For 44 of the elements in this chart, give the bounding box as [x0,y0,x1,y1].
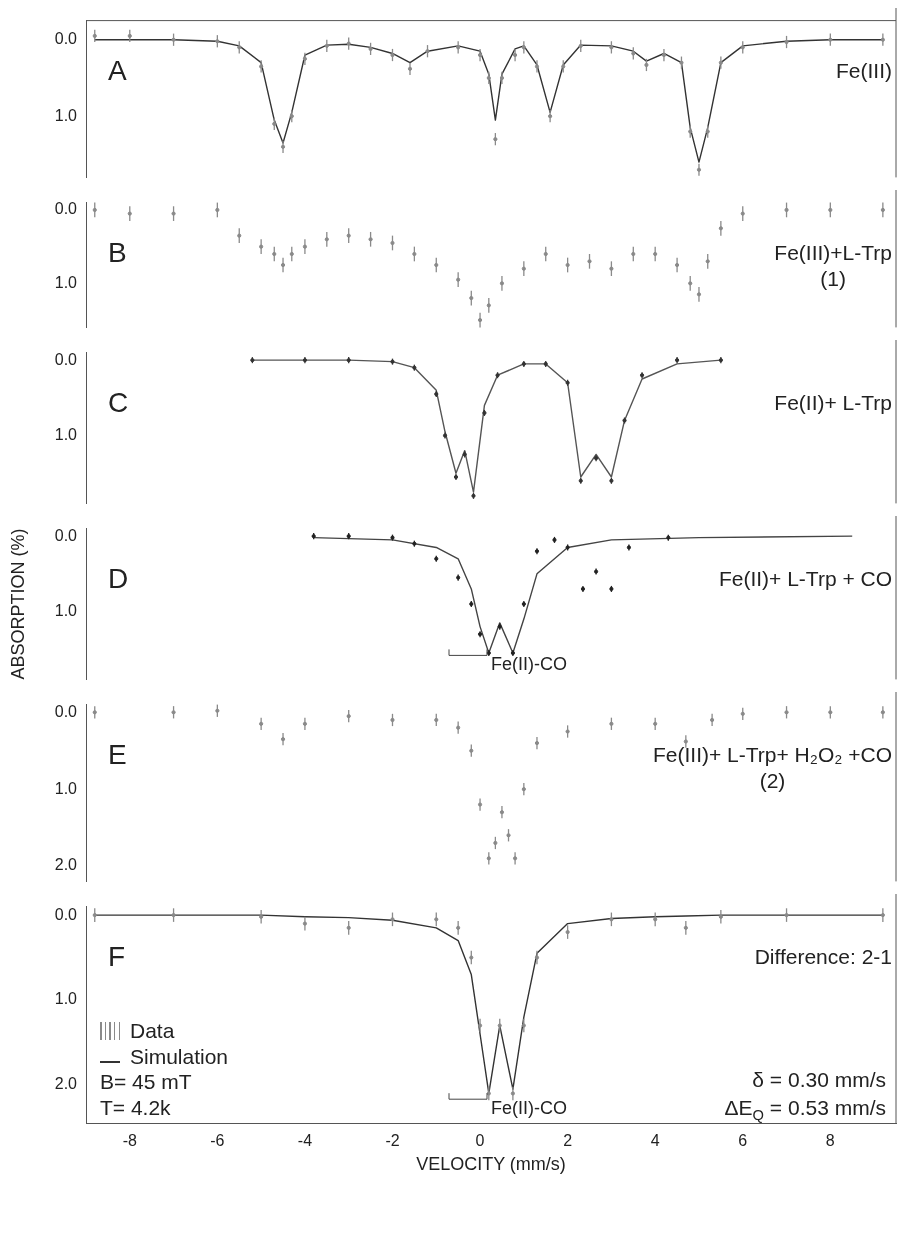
annotation: Fe(III)+ L-Trp+ H₂O₂ +CO (2) [653,743,893,793]
y-tick-label: 0.0 [54,702,78,720]
x-tick-label: 6 [738,1132,748,1150]
y-tick-label: 1.0 [54,425,78,443]
y-tick-label: 1.0 [54,990,78,1008]
annotation: δ = 0.30 mm/s [752,1068,887,1091]
annotation: B= 45 mT [100,1070,192,1093]
x-axis-title: VELOCITY (mm/s) [416,1154,566,1175]
x-tick-label: 2 [563,1132,573,1150]
annotation: Fe(II)+ L-Trp [774,391,892,415]
annotation: Fe(II)-CO [491,654,567,675]
y-tick-label: 1.0 [54,273,78,291]
y-tick-label: 0.0 [54,30,78,48]
y-tick-label: 2.0 [54,856,78,874]
annotation: Fe(II)+ L-Trp + CO [718,567,893,591]
y-tick-label: 1.0 [54,779,78,797]
x-tick-label: -8 [122,1132,137,1150]
x-tick-label: -6 [210,1132,225,1150]
annotation: E [108,739,127,771]
legend-label: Data [130,1018,175,1045]
annotation: C [108,387,129,419]
annotation: T= 4.2k [100,1096,172,1119]
y-tick-label: 0.0 [54,200,78,218]
x-tick-label: -2 [385,1132,400,1150]
annotation: Fe(III) [836,59,892,83]
annotation: D [108,563,129,595]
annotation: A [108,55,127,87]
x-tick-label: 0 [475,1132,485,1150]
annotation: Difference: 2-1 [754,945,893,969]
y-tick-label: 2.0 [54,1075,78,1093]
annotation: B [108,237,127,269]
annotation: F [108,941,126,973]
annotation: Fe(II)-CO [491,1098,567,1119]
x-tick-label: 8 [825,1132,835,1150]
annotation: Fe(III)+L-Trp (1) [774,241,892,291]
legend-label: Simulation [130,1044,229,1071]
y-tick-label: 0.0 [54,905,78,923]
y-tick-label: 0.0 [54,526,78,544]
x-tick-label: 4 [650,1132,660,1150]
y-axis-title: ABSORPTION (%) [7,528,28,680]
y-tick-label: 0.0 [54,350,78,368]
x-tick-label: -4 [297,1132,313,1150]
y-tick-label: 1.0 [54,106,78,124]
y-tick-label: 1.0 [54,601,78,619]
